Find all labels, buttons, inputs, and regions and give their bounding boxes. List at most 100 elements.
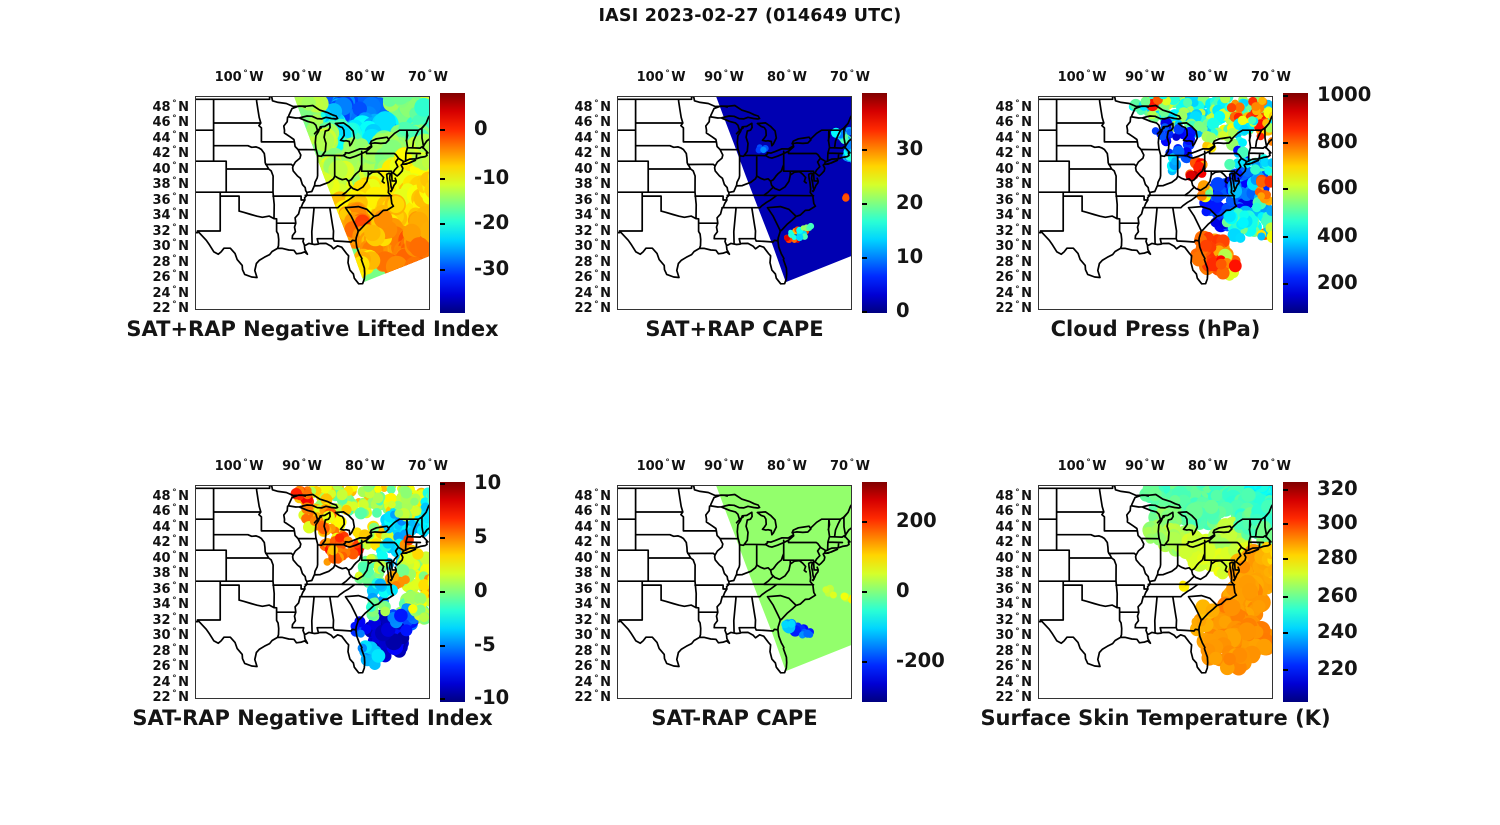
colorbar-tick-label: 200 — [896, 508, 937, 532]
y-tick-label: 44 ° N — [995, 518, 1032, 535]
y-tick-label: 30 ° N — [995, 238, 1032, 255]
colorbar-tick-label: -20 — [474, 211, 510, 235]
map-satrap-nli — [195, 96, 431, 310]
x-tick-label: 100 ° W — [636, 458, 686, 474]
y-tick-label: 22 ° N — [574, 689, 611, 706]
map-frame — [195, 485, 430, 699]
basemap-state-boundaries — [617, 485, 852, 674]
x-tick-label: 70 ° W — [1251, 69, 1291, 85]
y-tick-label: 32 ° N — [995, 222, 1032, 239]
y-tick-label: 44 ° N — [995, 129, 1032, 146]
colorbar-tick-label: 1000 — [1317, 83, 1372, 107]
x-tick-label: 100 ° W — [636, 69, 686, 85]
basemap-state-boundaries — [1038, 485, 1273, 674]
y-tick-label: 28 ° N — [995, 642, 1032, 659]
y-tick-label: 36 ° N — [152, 191, 189, 208]
colorbar-tick-mark — [1283, 596, 1288, 599]
colorbar-tick-mark — [862, 520, 867, 523]
y-tick-label: 46 ° N — [574, 114, 611, 131]
colorbar-tick-mark — [1283, 236, 1288, 239]
y-tick-label: 48 ° N — [574, 99, 611, 115]
y-tick-label: 46 ° N — [152, 114, 189, 131]
y-tick-label: 30 ° N — [152, 627, 189, 644]
y-tick-label: 26 ° N — [574, 269, 611, 286]
y-tick-label: 44 ° N — [574, 518, 611, 535]
panel-title-cloud-press: Cloud Press (hPa) — [1050, 317, 1261, 341]
colorbar-tick-mark — [1283, 488, 1288, 491]
colorbar-tick-mark — [862, 591, 867, 593]
colorbar-tick-label: 220 — [1317, 657, 1358, 681]
y-tick-label: 40 ° N — [152, 549, 189, 566]
map-frame — [1038, 485, 1273, 699]
colorbar-tick-label: 280 — [1317, 546, 1358, 569]
colorbar-tick-label: 10 — [896, 245, 924, 269]
y-tick-label: 40 ° N — [995, 160, 1032, 177]
colorbar-tick-mark — [1283, 631, 1288, 634]
colorbar-tick-mark — [1283, 141, 1288, 144]
y-tick-label: 22 ° N — [152, 300, 189, 317]
colorbar-tick-mark — [862, 257, 867, 260]
y-tick-label: 24 ° N — [574, 284, 611, 301]
y-tick-label: 34 ° N — [995, 207, 1032, 224]
y-tick-label: 26 ° N — [152, 658, 189, 675]
map-frame — [1038, 96, 1273, 310]
colorbar-satrap-cape — [862, 93, 887, 313]
colorbar-tick-mark — [1283, 187, 1288, 190]
colorbar-tick-mark — [1283, 523, 1288, 526]
y-tick-label: 42 ° N — [574, 534, 611, 551]
map-frame — [617, 96, 852, 310]
colorbar-tick-label: 260 — [1317, 584, 1358, 608]
x-tick-label: 80 ° W — [345, 69, 385, 85]
y-tick-label: 40 ° N — [152, 160, 189, 177]
colorbar-tick-mark — [440, 177, 445, 180]
y-tick-label: 48 ° N — [574, 488, 611, 504]
x-tick-label: 70 ° W — [408, 69, 448, 85]
x-tick-label: 100 ° W — [1057, 69, 1107, 85]
y-tick-label: 26 ° N — [995, 658, 1032, 675]
y-tick-label: 36 ° N — [574, 191, 611, 208]
colorbar-tick-label: 600 — [1317, 175, 1358, 199]
x-tick-label: 90 ° W — [1125, 458, 1166, 474]
x-tick-label: 80 ° W — [1188, 458, 1228, 474]
y-tick-label: 46 ° N — [574, 503, 611, 520]
y-tick-label: 32 ° N — [574, 222, 611, 239]
colorbar-tick-label: 320 — [1317, 476, 1358, 500]
map-frame — [617, 485, 852, 699]
colorbar-tick-label: -200 — [896, 649, 945, 673]
colorbar-satrap-nli — [440, 93, 465, 313]
colorbar-tick-mark — [440, 591, 445, 593]
y-tick-label: 44 ° N — [152, 129, 189, 146]
map-skin-temp — [1038, 485, 1273, 699]
y-tick-label: 38 ° N — [995, 176, 1032, 193]
basemap-state-boundaries — [617, 96, 852, 285]
x-tick-label: 80 ° W — [345, 458, 385, 474]
y-tick-label: 48 ° N — [152, 99, 189, 115]
y-tick-label: 28 ° N — [152, 642, 189, 659]
colorbar-tick-label: -10 — [474, 685, 510, 709]
y-tick-label: 46 ° N — [995, 114, 1032, 131]
y-tick-label: 34 ° N — [574, 207, 611, 224]
y-tick-label: 38 ° N — [995, 565, 1032, 582]
colorbar-tick-mark — [862, 203, 867, 206]
y-tick-label: 28 ° N — [574, 253, 611, 270]
colorbar-tick-mark — [440, 269, 445, 272]
y-tick-label: 38 ° N — [152, 565, 189, 582]
colorbar-tick-mark — [862, 310, 867, 313]
colorbar-cloud-press — [1283, 93, 1308, 313]
y-tick-label: 48 ° N — [152, 488, 189, 504]
colorbar-tick-label: 10 — [474, 471, 502, 495]
y-tick-label: 40 ° N — [995, 549, 1032, 566]
colorbar-tick-label: 400 — [1317, 224, 1358, 248]
y-tick-label: 24 ° N — [152, 284, 189, 301]
colorbar-tick-label: 0 — [896, 298, 910, 322]
y-tick-label: 30 ° N — [152, 238, 189, 255]
colorbar-tick-label: -5 — [474, 632, 496, 656]
y-tick-label: 36 ° N — [995, 580, 1032, 597]
y-tick-label: 34 ° N — [152, 596, 189, 613]
colorbar-tick-mark — [1283, 669, 1288, 672]
y-tick-label: 40 ° N — [574, 160, 611, 177]
y-tick-label: 26 ° N — [995, 269, 1032, 286]
colorbar-tick-label: -10 — [474, 165, 510, 189]
x-tick-label: 90 ° W — [282, 458, 323, 474]
